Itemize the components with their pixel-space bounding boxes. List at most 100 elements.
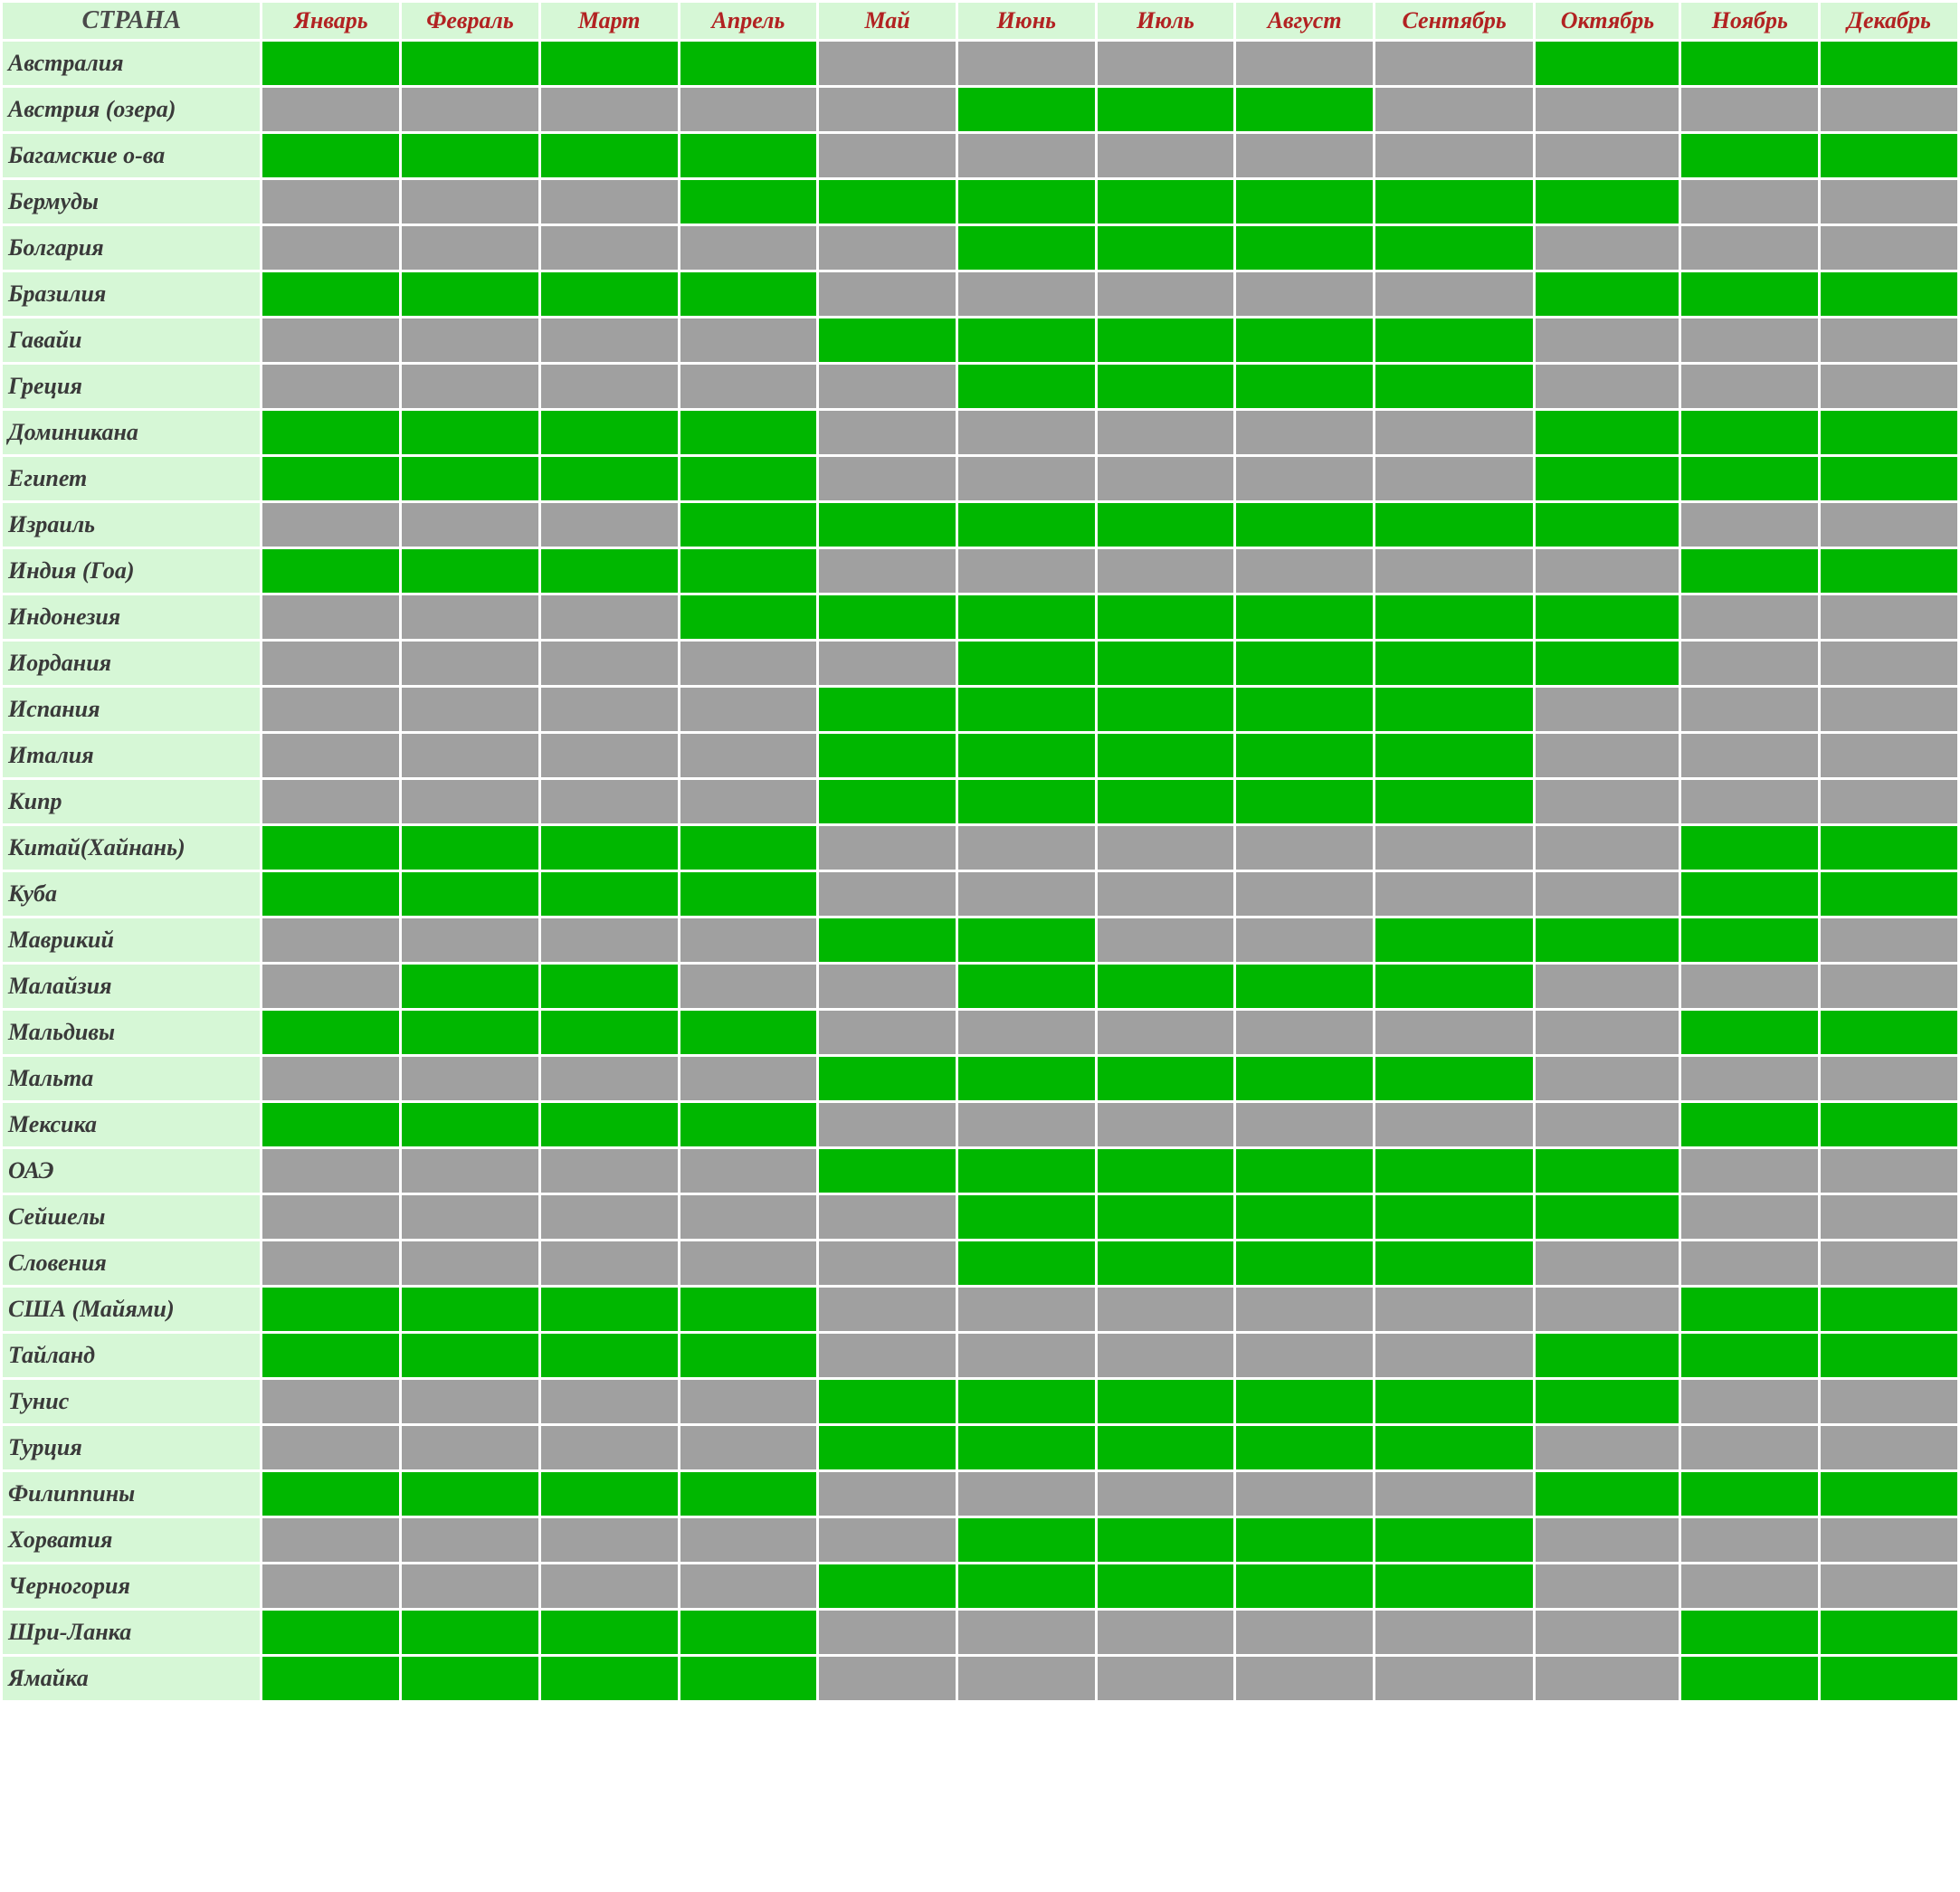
heatmap-cell: [541, 411, 678, 454]
country-label: Черногория: [3, 1564, 260, 1608]
heatmap-cell: [1375, 1057, 1533, 1100]
heatmap-cell: [262, 1195, 399, 1239]
heatmap-cell: [541, 226, 678, 270]
heatmap-cell: [1375, 319, 1533, 362]
heatmap-cell: [541, 319, 678, 362]
heatmap-cell: [1821, 1426, 1957, 1469]
country-label: Испания: [3, 688, 260, 731]
heatmap-cell: [262, 1011, 399, 1054]
heatmap-cell: [1681, 1380, 1818, 1423]
heatmap-cell: [958, 1518, 1095, 1562]
heatmap-cell: [1536, 1380, 1679, 1423]
table-row: Кипр: [3, 780, 1957, 823]
heatmap-cell: [402, 1564, 538, 1608]
heatmap-cell: [1821, 1011, 1957, 1054]
heatmap-cell: [262, 642, 399, 685]
table-row: ОАЭ: [3, 1149, 1957, 1193]
heatmap-cell: [1098, 1564, 1234, 1608]
heatmap-cell: [1536, 180, 1679, 223]
heatmap-cell: [680, 1426, 817, 1469]
heatmap-cell: [541, 1011, 678, 1054]
heatmap-cell: [1821, 1149, 1957, 1193]
heatmap-cell: [262, 1241, 399, 1285]
month-header: Май: [819, 3, 956, 39]
country-label: Индонезия: [3, 595, 260, 639]
heatmap-cell: [958, 1472, 1095, 1516]
heatmap-cell: [819, 1241, 956, 1285]
heatmap-cell: [958, 1657, 1095, 1700]
heatmap-cell: [819, 1518, 956, 1562]
heatmap-cell: [262, 549, 399, 593]
heatmap-cell: [958, 965, 1095, 1008]
heatmap-cell: [402, 1611, 538, 1654]
heatmap-cell: [402, 1288, 538, 1331]
heatmap-cell: [1821, 1472, 1957, 1516]
month-header: Октябрь: [1536, 3, 1679, 39]
heatmap-cell: [958, 134, 1095, 177]
heatmap-cell: [1821, 780, 1957, 823]
heatmap-cell: [541, 918, 678, 962]
heatmap-cell: [819, 503, 956, 547]
heatmap-cell: [262, 1472, 399, 1516]
heatmap-cell: [262, 226, 399, 270]
heatmap-cell: [1236, 688, 1373, 731]
heatmap-cell: [1821, 319, 1957, 362]
heatmap-cell: [262, 595, 399, 639]
heatmap-cell: [1098, 1241, 1234, 1285]
table-row: США (Майями): [3, 1288, 1957, 1331]
heatmap-cell: [1536, 319, 1679, 362]
heatmap-cell: [1536, 272, 1679, 316]
month-header: Декабрь: [1821, 3, 1957, 39]
heatmap-cell: [402, 1057, 538, 1100]
table-row: Ямайка: [3, 1657, 1957, 1700]
heatmap-cell: [541, 1426, 678, 1469]
heatmap-cell: [680, 1011, 817, 1054]
heatmap-cell: [1098, 503, 1234, 547]
heatmap-cell: [1098, 1380, 1234, 1423]
month-header: Февраль: [402, 3, 538, 39]
heatmap-cell: [402, 411, 538, 454]
table-row: Италия: [3, 734, 1957, 777]
heatmap-cell: [1098, 1011, 1234, 1054]
heatmap-cell: [1236, 595, 1373, 639]
country-label: Филиппины: [3, 1472, 260, 1516]
heatmap-cell: [1375, 1564, 1533, 1608]
country-label: Австралия: [3, 42, 260, 85]
heatmap-cell: [1236, 1472, 1373, 1516]
heatmap-cell: [958, 1011, 1095, 1054]
heatmap-cell: [1681, 134, 1818, 177]
heatmap-cell: [541, 1195, 678, 1239]
heatmap-cell: [1821, 1241, 1957, 1285]
heatmap-cell: [402, 1426, 538, 1469]
country-label: Словения: [3, 1241, 260, 1285]
heatmap-cell: [1375, 688, 1533, 731]
heatmap-cell: [958, 734, 1095, 777]
heatmap-cell: [541, 549, 678, 593]
heatmap-cell: [1236, 780, 1373, 823]
heatmap-cell: [1236, 1657, 1373, 1700]
heatmap-cell: [1236, 1195, 1373, 1239]
heatmap-cell: [1821, 134, 1957, 177]
heatmap-cell: [1236, 965, 1373, 1008]
heatmap-cell: [541, 872, 678, 916]
heatmap-cell: [1375, 1103, 1533, 1146]
heatmap-cell: [402, 180, 538, 223]
country-label: Китай(Хайнань): [3, 826, 260, 870]
table-row: Египет: [3, 457, 1957, 500]
heatmap-cell: [1536, 1057, 1679, 1100]
heatmap-cell: [541, 365, 678, 408]
heatmap-cell: [1236, 1334, 1373, 1377]
heatmap-cell: [262, 1149, 399, 1193]
heatmap-cell: [680, 965, 817, 1008]
heatmap-cell: [1098, 180, 1234, 223]
country-label: Мальдивы: [3, 1011, 260, 1054]
heatmap-cell: [1236, 411, 1373, 454]
heatmap-cell: [958, 549, 1095, 593]
heatmap-cell: [1536, 1657, 1679, 1700]
heatmap-cell: [1536, 1518, 1679, 1562]
heatmap-cell: [1098, 1426, 1234, 1469]
heatmap-cell: [541, 134, 678, 177]
heatmap-cell: [958, 1380, 1095, 1423]
heatmap-cell: [541, 965, 678, 1008]
heatmap-cell: [958, 688, 1095, 731]
